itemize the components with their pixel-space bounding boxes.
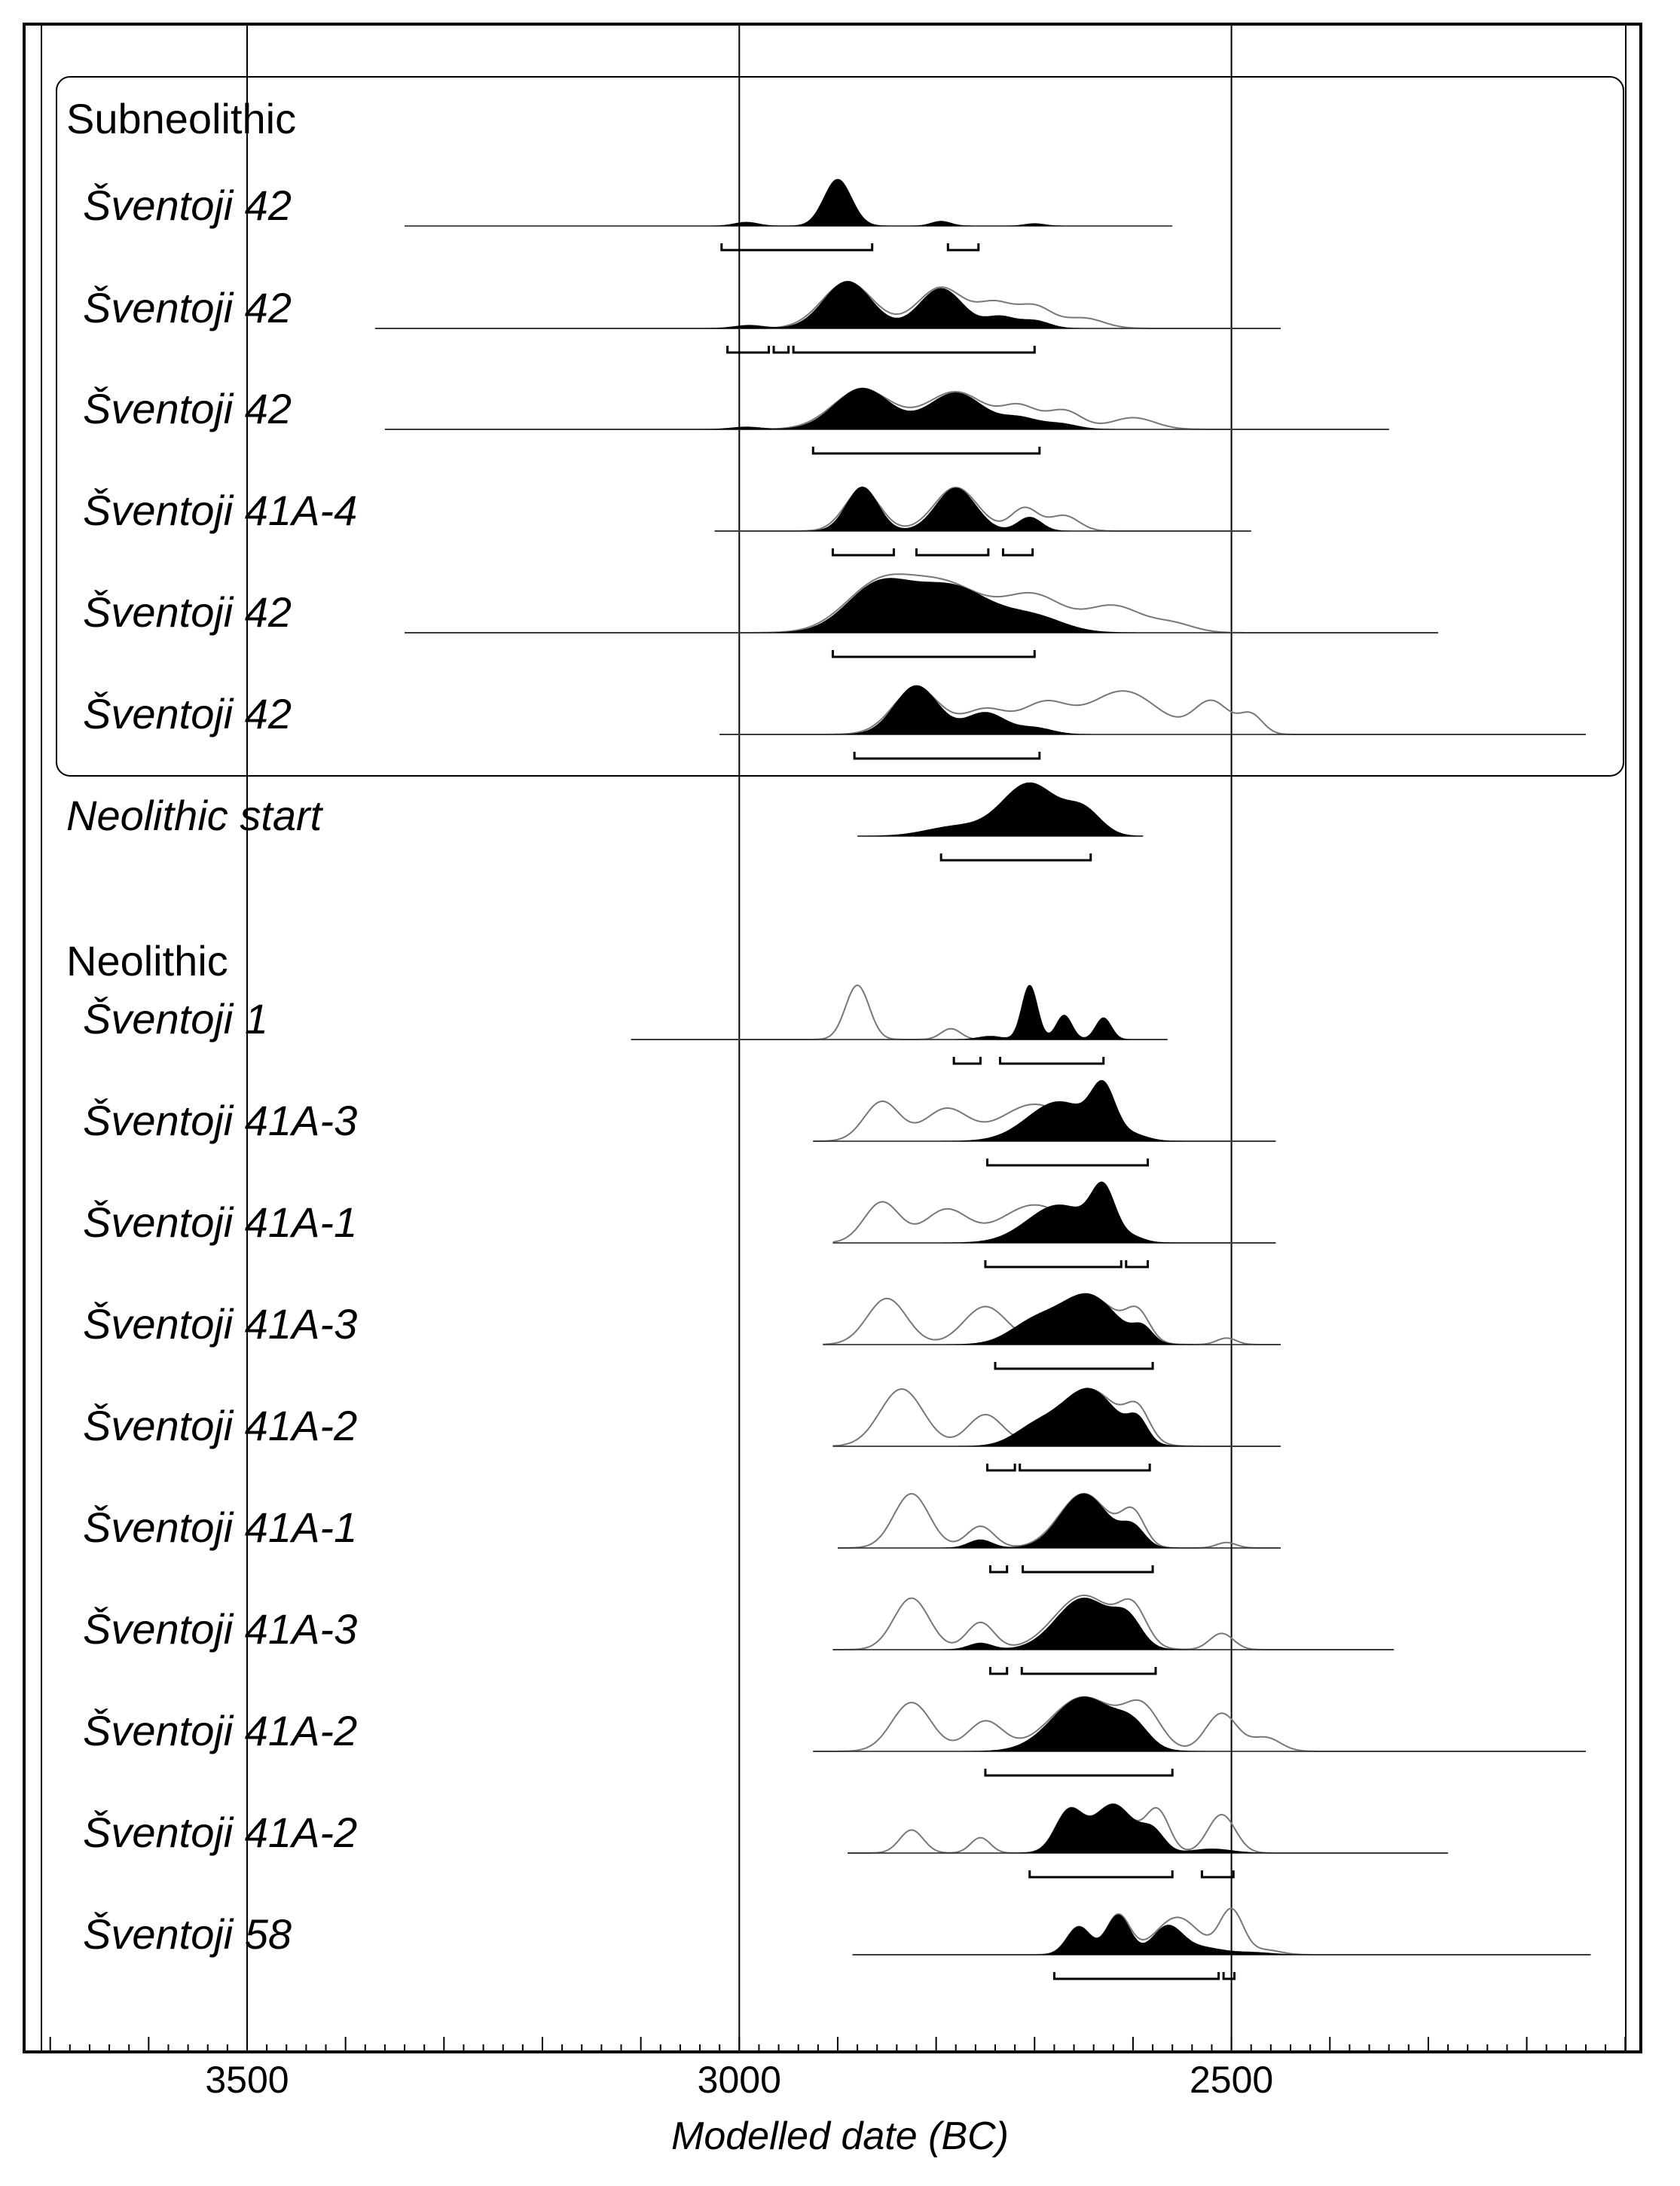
hpd-range-bracket [1019,1464,1151,1472]
group-boxes: Subneolithic Neolithic [56,76,1624,985]
row-13: Šventoji 41A-1 [83,1492,1281,1574]
row-9: Šventoji 41A-3 [83,1079,1276,1167]
hpd-range-bracket [726,346,770,354]
posterior-distribution [714,486,1251,532]
posterior-distribution [374,280,1281,329]
posterior-distribution [838,1493,1281,1549]
row-label: Šventoji 41A-2 [83,1707,357,1754]
prior-distribution [852,1907,1591,1955]
row-label: Šventoji 58 [83,1910,292,1958]
hpd-range-bracket [1001,548,1034,557]
posterior-distribution [405,578,1438,634]
hpd-range-bracket [952,1057,982,1065]
row-12: Šventoji 41A-2 [83,1388,1281,1472]
row-label: Šventoji 42 [83,182,292,229]
hpd-range-bracket [792,346,1036,354]
group-label-subneolithic: Subneolithic [66,95,296,142]
row-label: Šventoji 41A-3 [83,1300,357,1348]
hpd-range-bracket [1222,1972,1236,1980]
gridlines [246,24,1233,2052]
row-7: Neolithic start [66,782,1144,862]
x-axis: 3500 3000 2500 [49,2037,1627,2101]
hpd-range-bracket [1020,1667,1157,1675]
row-4: Šventoji 41A-4 [83,486,1251,557]
row-label: Šventoji 42 [83,284,292,331]
posterior-distribution [823,1293,1281,1345]
hpd-range-bracket [831,548,895,557]
posterior-distribution [832,1181,1276,1244]
row-5: Šventoji 42 [83,573,1438,658]
hpd-range-bracket [946,243,980,252]
posterior-distribution [719,685,1586,735]
hpd-range-bracket [986,1464,1016,1472]
hpd-range-bracket [811,447,1041,455]
tick-label-3000: 3000 [698,2059,781,2101]
row-label: Šventoji 41A-3 [83,1605,357,1653]
posterior-distribution [857,782,1144,837]
hpd-range-bracket [988,1565,1009,1574]
row-6: Šventoji 42 [83,685,1586,760]
posterior-distribution [852,1914,1591,1955]
prior-distribution [838,1492,1281,1549]
posterior-distribution [405,179,1173,227]
hpd-range-bracket [853,752,1041,760]
row-label: Šventoji 41A-1 [83,1198,357,1246]
hpd-range-bracket [772,346,790,354]
hpd-range-bracket [1052,1972,1220,1980]
x-axis-label: Modelled date (BC) [671,2114,1009,2158]
row-label: Šventoji 41A-4 [83,487,357,534]
row-label: Šventoji 41A-2 [83,1809,357,1856]
distribution-rows: Šventoji 42 Šventoji 42 Šventoji 42 Šventoj… [66,179,1591,1980]
row-label: Neolithic start [66,792,324,839]
row-label: Šventoji 41A-2 [83,1402,357,1449]
group-box-subneolithic [56,76,1624,777]
row-11: Šventoji 41A-3 [83,1293,1281,1370]
posterior-distribution [384,387,1389,430]
hpd-range-bracket [984,1769,1174,1777]
hpd-range-bracket [915,548,990,557]
prior-distribution [813,1696,1586,1752]
row-16: Šventoji 41A-2 [83,1803,1449,1879]
row-label: Šventoji 42 [83,588,292,636]
tick-label-3500: 3500 [205,2059,289,2101]
hpd-range-bracket [720,243,874,252]
prior-distribution [719,687,1586,735]
row-3: Šventoji 42 [83,385,1389,455]
posterior-distribution [832,1388,1281,1447]
row-15: Šventoji 41A-2 [83,1696,1586,1777]
row-2: Šventoji 42 [83,280,1281,354]
hpd-range-bracket [1022,1565,1154,1574]
hpd-range-bracket [1028,1870,1174,1879]
posterior-distribution [631,985,1168,1040]
row-8: Šventoji 1 [83,984,1168,1065]
row-label: Šventoji 1 [83,995,268,1043]
row-17: Šventoji 58 [83,1907,1591,1980]
plot-border [23,23,1642,2053]
group-label-neolithic: Neolithic [66,937,228,985]
hpd-range-bracket [988,1667,1009,1675]
posterior-distribution [832,1597,1394,1650]
row-label: Šventoji 41A-1 [83,1504,357,1551]
prior-distribution [631,984,1168,1040]
hpd-range-bracket [999,1057,1105,1065]
row-1: Šventoji 42 [83,179,1173,252]
tick-label-2500: 2500 [1190,2059,1273,2101]
hpd-range-bracket [939,853,1092,862]
row-label: Šventoji 42 [83,690,292,737]
hpd-range-bracket [1125,1260,1150,1269]
row-label: Šventoji 41A-3 [83,1097,357,1144]
row-10: Šventoji 41A-1 [83,1181,1276,1269]
row-label: Šventoji 42 [83,385,292,432]
posterior-distribution [813,1696,1586,1752]
hpd-range-bracket [1200,1870,1235,1879]
plot-frame [23,23,1642,2053]
posterior-distribution [848,1803,1449,1854]
hpd-range-bracket [994,1362,1154,1370]
row-14: Šventoji 41A-3 [83,1594,1394,1675]
hpd-range-bracket [986,1159,1150,1167]
posterior-distribution [813,1079,1276,1142]
hpd-range-bracket [984,1260,1123,1269]
hpd-range-bracket [831,650,1036,658]
